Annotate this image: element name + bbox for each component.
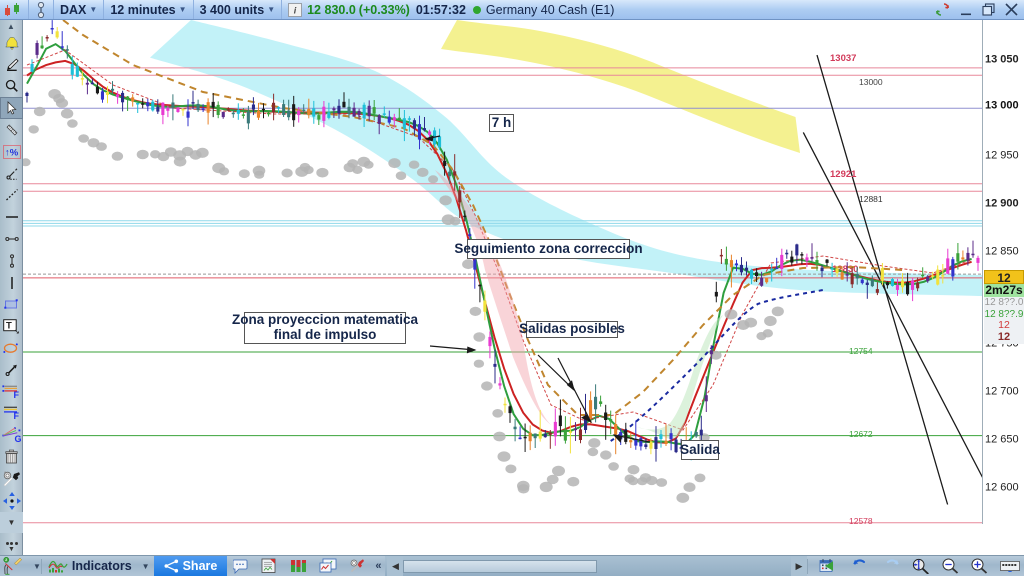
svg-text:G: G <box>14 434 21 443</box>
svg-text:13037: 13037 <box>830 53 856 64</box>
svg-text:12 900: 12 900 <box>985 198 1019 210</box>
svg-text:F: F <box>13 411 19 420</box>
svg-text:12 650: 12 650 <box>985 434 1019 446</box>
svg-text:2: 2 <box>5 558 7 562</box>
svg-text:12 700: 12 700 <box>985 386 1019 398</box>
svg-text:12881: 12881 <box>859 194 883 204</box>
svg-text:T: T <box>6 320 12 331</box>
svg-text:12578: 12578 <box>849 516 873 524</box>
svg-text:12 850: 12 850 <box>985 246 1019 258</box>
svg-text:13000: 13000 <box>859 77 883 87</box>
svg-text:12754: 12754 <box>849 346 873 356</box>
svg-text:↑%: ↑% <box>5 147 19 158</box>
svg-text:13 050: 13 050 <box>985 54 1019 66</box>
svg-text:12921: 12921 <box>830 169 857 180</box>
svg-text:13 000: 13 000 <box>985 100 1019 112</box>
svg-text:12 600: 12 600 <box>985 482 1019 494</box>
svg-text:12672: 12672 <box>849 429 873 439</box>
svg-text:12 950: 12 950 <box>985 150 1019 162</box>
svg-text:F: F <box>13 389 19 398</box>
